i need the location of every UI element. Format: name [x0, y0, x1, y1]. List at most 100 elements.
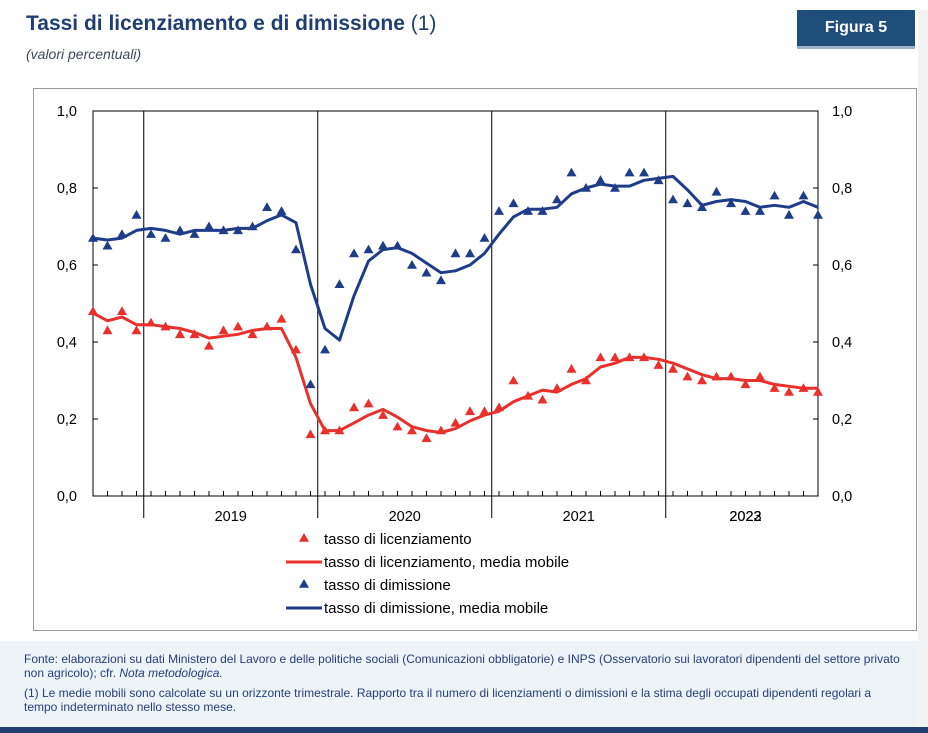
data-point [711, 186, 722, 196]
data-point [117, 306, 127, 315]
data-point [769, 383, 780, 392]
page-title: Tassi di licenziamento e di dimissione (… [26, 12, 436, 36]
data-point [349, 248, 359, 258]
data-point [305, 379, 316, 389]
data-point [595, 175, 606, 185]
y-tick-label-right: 1,0 [832, 104, 852, 120]
data-point [189, 229, 200, 238]
data-point [450, 248, 461, 258]
y-tick-label-left: 1,0 [57, 104, 77, 120]
data-point [102, 240, 113, 250]
data-point [494, 206, 504, 215]
data-point [233, 321, 243, 331]
data-point [682, 371, 693, 381]
data-point [436, 275, 446, 285]
legend-marker [299, 579, 309, 588]
data-point [552, 383, 562, 392]
data-point [247, 329, 258, 339]
data-point [363, 398, 374, 408]
data-point [552, 194, 562, 204]
data-point [262, 321, 272, 331]
figure-badge: Figura 5 [797, 10, 915, 46]
data-point [291, 344, 301, 354]
data-point [131, 209, 142, 219]
data-point [668, 194, 678, 204]
data-point [798, 383, 809, 392]
data-point [523, 206, 533, 215]
data-point [349, 402, 359, 412]
data-point [726, 371, 736, 381]
data-point [305, 429, 316, 439]
data-point [755, 371, 765, 381]
data-point [784, 209, 794, 219]
data-point [595, 352, 606, 362]
data-point [102, 325, 113, 335]
data-point [334, 279, 345, 288]
data-point [392, 421, 403, 431]
data-point [146, 229, 156, 238]
data-point [639, 167, 649, 177]
year-label: 2021 [563, 509, 595, 525]
data-point [798, 190, 809, 200]
data-point [392, 240, 403, 250]
data-point [436, 425, 446, 435]
data-point [813, 209, 823, 219]
data-point [523, 390, 533, 400]
year-label: 2022 [729, 509, 761, 525]
data-point [450, 417, 461, 427]
data-point [189, 329, 200, 339]
year-label: 2020 [389, 509, 421, 525]
data-point [508, 375, 519, 385]
y-tick-label-left: 0,8 [57, 181, 77, 197]
series-line [92, 174, 819, 342]
data-point [204, 340, 214, 350]
data-point [537, 394, 548, 404]
data-point [160, 321, 171, 331]
chart-frame [33, 88, 917, 631]
data-point [566, 363, 577, 373]
data-point [88, 233, 98, 242]
data-point [146, 317, 156, 327]
source-note: Fonte: elaborazioni su dati Ministero de… [24, 652, 904, 680]
data-point [479, 233, 490, 242]
data-point [378, 240, 388, 250]
data-point [465, 248, 475, 258]
y-tick-label-right: 0,0 [832, 489, 852, 505]
data-point [581, 375, 591, 385]
data-point [610, 352, 620, 362]
data-point [653, 175, 664, 185]
series-line [92, 311, 818, 434]
data-point [117, 229, 127, 238]
data-point [247, 221, 258, 231]
data-point [494, 402, 504, 412]
data-point [566, 167, 577, 177]
data-point [175, 225, 185, 235]
data-point [218, 325, 229, 335]
data-point [363, 244, 374, 254]
y-tick-label-left: 0,0 [57, 489, 77, 505]
data-point [813, 387, 823, 396]
data-point [276, 206, 287, 215]
data-point [639, 352, 649, 362]
plot-area [92, 110, 819, 497]
title-note: (1) [410, 12, 437, 35]
data-point [88, 306, 98, 315]
legend-marker [299, 533, 309, 542]
data-point [233, 225, 243, 235]
data-point [726, 198, 736, 208]
data-point [175, 329, 185, 339]
data-point [711, 371, 722, 381]
legend-label: tasso di licenziamento [324, 531, 472, 548]
source-link[interactable]: Nota metodologica. [119, 666, 223, 680]
data-point [624, 167, 635, 177]
data-point [204, 221, 214, 231]
data-point [682, 198, 693, 208]
data-point [407, 425, 417, 435]
data-point [697, 375, 707, 385]
data-point [740, 206, 751, 215]
y-tick-label-right: 0,2 [832, 412, 852, 428]
data-point [131, 325, 142, 335]
data-point [668, 363, 678, 373]
data-point [784, 387, 794, 396]
data-point [334, 425, 345, 435]
